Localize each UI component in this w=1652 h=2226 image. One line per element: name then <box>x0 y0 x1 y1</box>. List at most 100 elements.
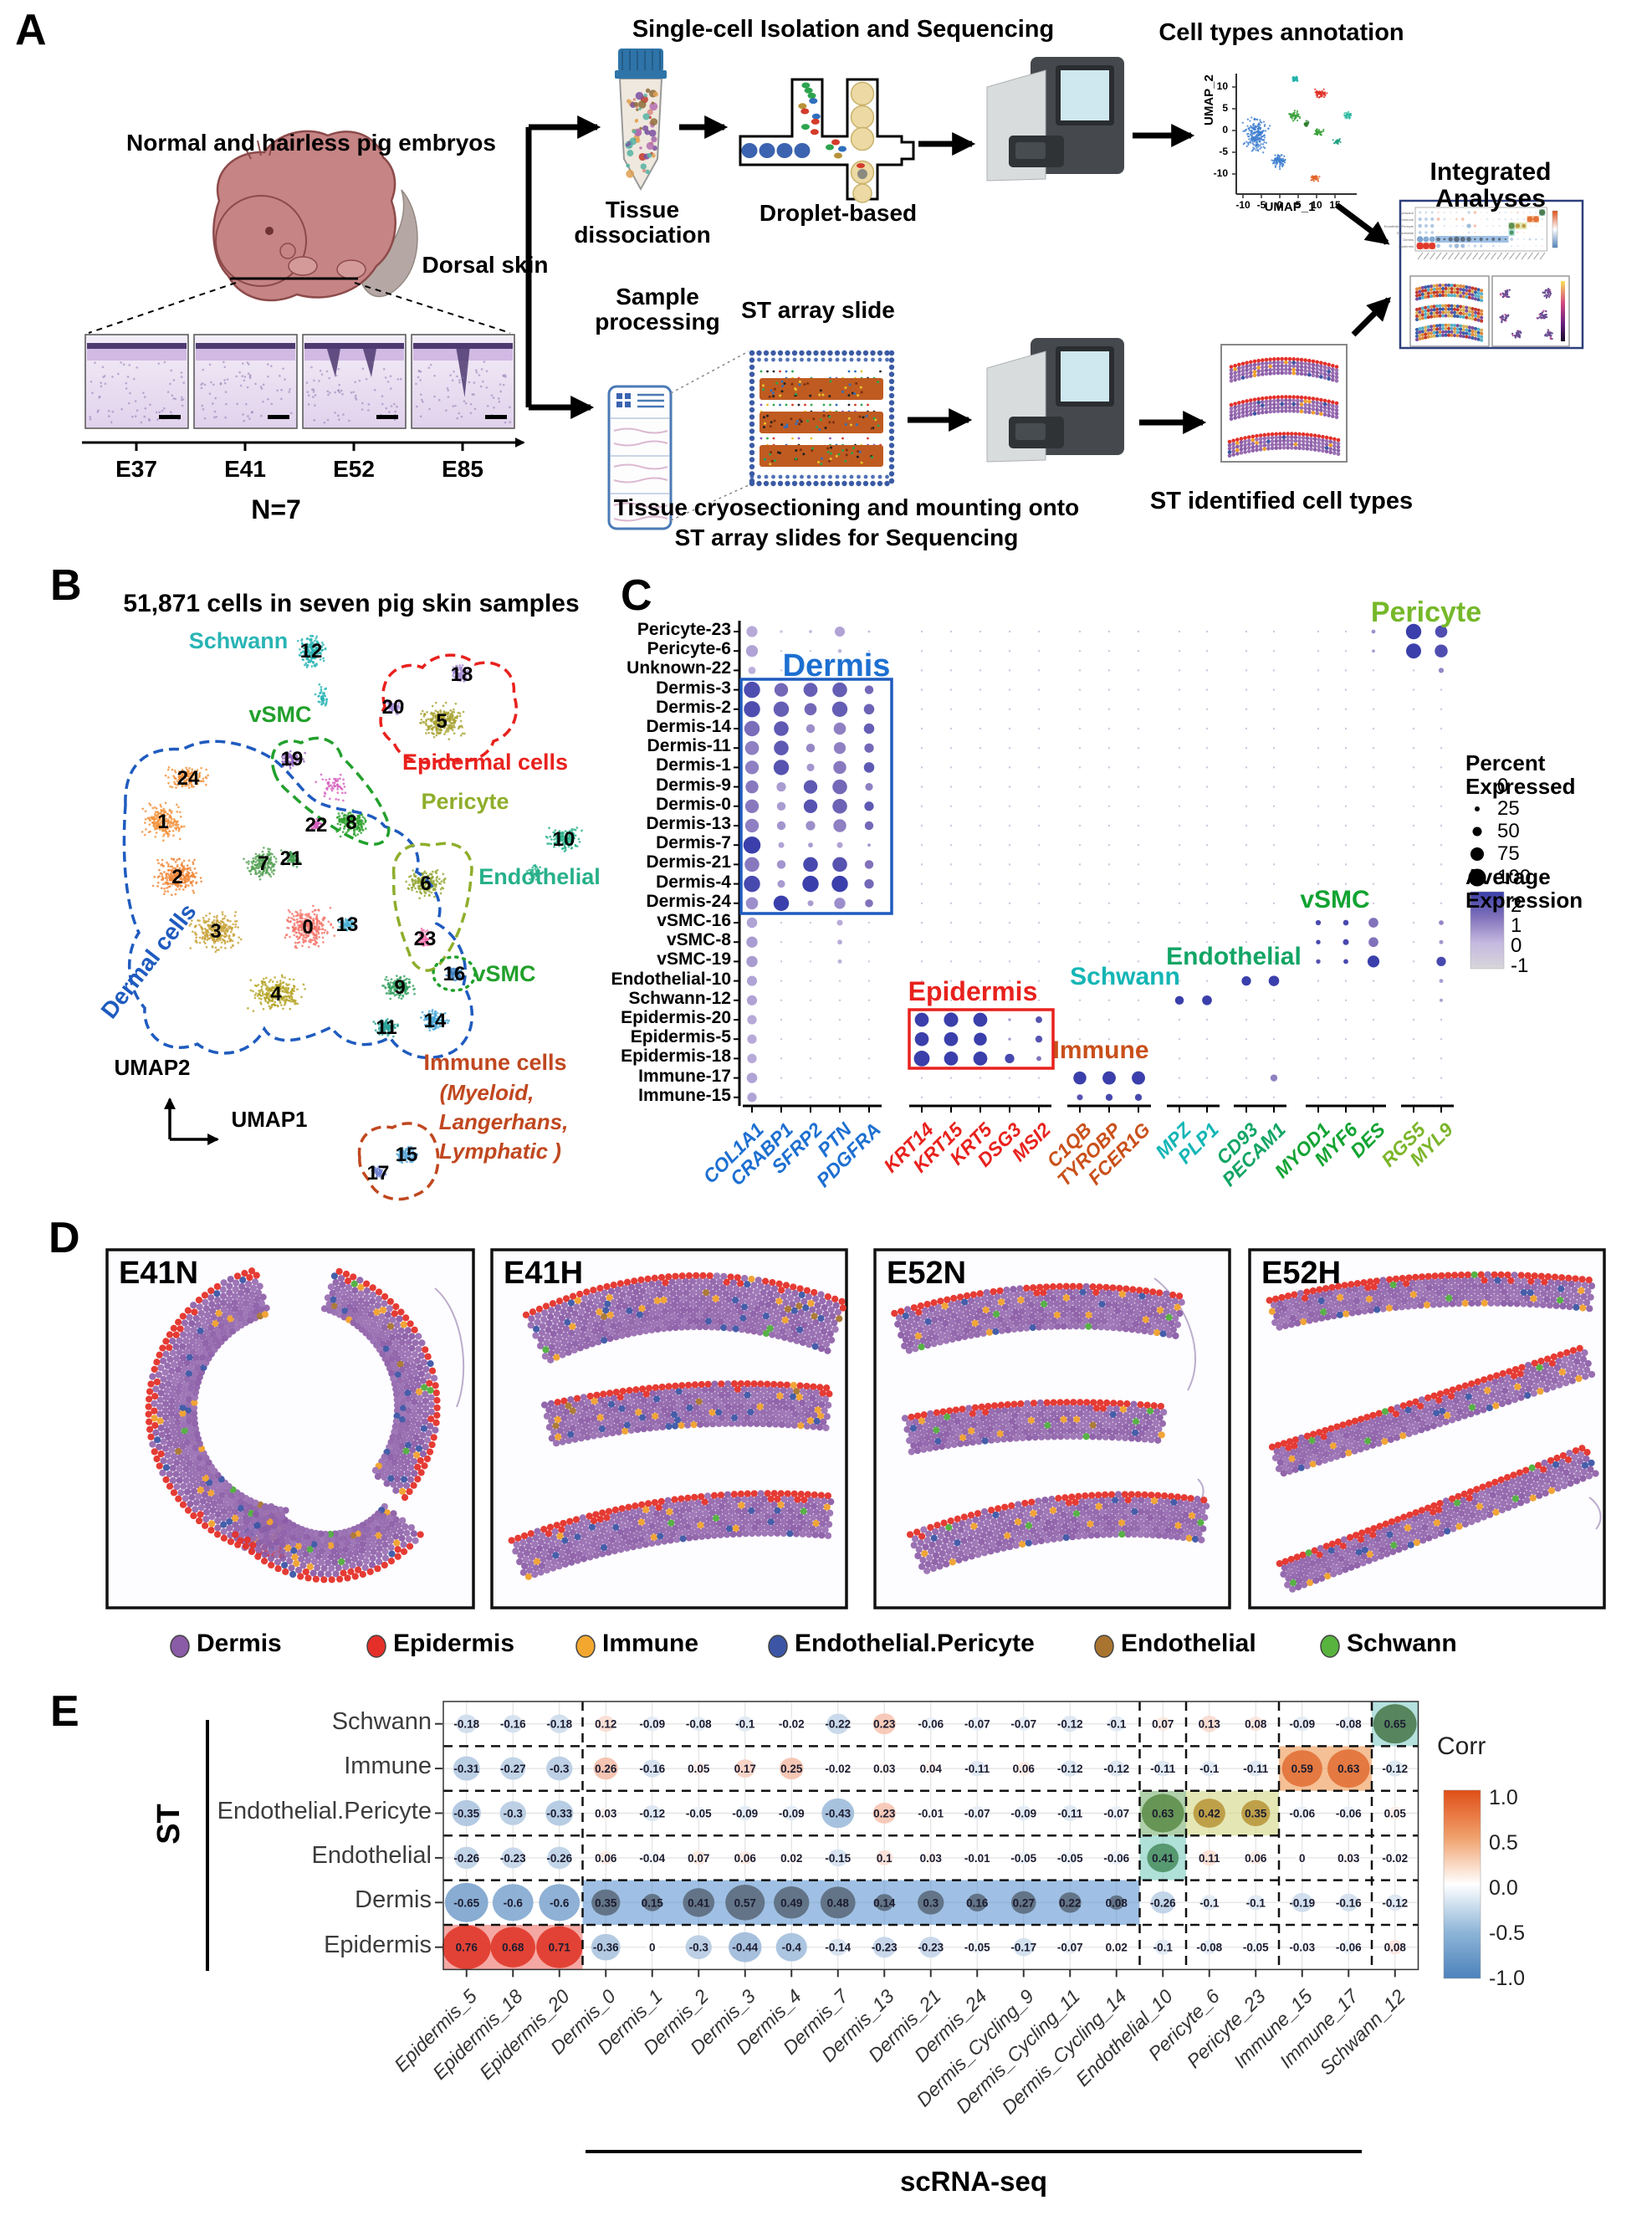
corr-value: -0.6 <box>550 1896 570 1909</box>
dotplot-row-label-Immune-17: Immune-17 <box>638 1066 731 1086</box>
corr-highlight <box>582 1880 1140 1925</box>
pig-forelimb <box>288 256 318 276</box>
corr-value: -0.01 <box>964 1852 990 1865</box>
dorsal-skin-label: Dorsal skin <box>422 252 549 278</box>
dotplot-row-label-Epidermis-20: Epidermis-20 <box>621 1008 731 1027</box>
umap-cluster-15 <box>396 1145 419 1164</box>
avg-expression-title: Average Expression <box>1465 864 1583 913</box>
dotplot-row-label-Dermis-13: Dermis-13 <box>646 814 731 833</box>
panel-a-graphics: Schwann Immune Endothelial.Pericyte Endothe… <box>82 49 1584 530</box>
umap-cluster-number-16: 16 <box>443 963 466 985</box>
panel-a-label: A <box>15 6 47 54</box>
corr-value: -0.11 <box>964 1763 990 1775</box>
corr-value: 0.05 <box>1384 1808 1407 1820</box>
integrated-analyses-box: Schwann Immune Endothelial.Pericyte Endothe… <box>1384 199 1584 350</box>
dotplot-row-label-Dermis-14: Dermis-14 <box>646 717 731 736</box>
corr-value: 0.71 <box>549 1942 571 1954</box>
umap-cluster-12 <box>296 634 327 668</box>
corr-value: -0.05 <box>1057 1852 1083 1865</box>
corr-value: -0.17 <box>1010 1942 1036 1954</box>
umap-cluster-number-4: 4 <box>270 983 282 1006</box>
panel-e-label: E <box>50 1687 79 1736</box>
mini-umap-ytick: -5 <box>1219 146 1228 157</box>
corr-value: -0.26 <box>453 1852 479 1865</box>
droplet-based-label: Droplet-based <box>759 200 918 226</box>
corr-value: 0.08 <box>1245 1718 1267 1731</box>
scrna-seq-label: scRNA-seq <box>899 2166 1048 2197</box>
umap-cluster-22 <box>309 817 323 832</box>
spatial-legend-dot-Schwann <box>1320 1635 1340 1658</box>
pct-legend-tick: 0 <box>1497 775 1509 797</box>
corr-value: 0.06 <box>595 1852 617 1865</box>
sample-processing-label: Sample processing <box>595 284 720 335</box>
umap-cluster-number-24: 24 <box>177 767 200 790</box>
corr-colorbar <box>1443 1789 1481 1979</box>
corr-value: -0.16 <box>1336 1896 1362 1909</box>
corr-value: -0.19 <box>1289 1896 1315 1909</box>
cryosectioning-line1: Tissue cryosectioning and mounting onto <box>613 494 1080 520</box>
corr-value: 0.03 <box>1337 1852 1360 1865</box>
umap-annotation-vsmc: vSMC <box>473 961 536 986</box>
corr-value: 0.76 <box>456 1942 478 1954</box>
umap-outline-0 <box>122 739 474 1060</box>
corr-value: -0.06 <box>1336 1808 1362 1820</box>
umap-cluster-2 <box>151 857 203 897</box>
corr-row-label-Endothelial: Endothelial <box>311 1841 432 1869</box>
corr-row-label-Epidermis: Epidermis <box>324 1931 432 1958</box>
corr-value: -0.23 <box>500 1852 526 1865</box>
umap-cluster-number-15: 15 <box>396 1144 418 1166</box>
corr-value: -0.1 <box>1107 1718 1127 1731</box>
umap-cluster-21 <box>282 851 301 868</box>
dotplot-group-title-immune: Immune <box>1052 1036 1149 1064</box>
corr-value: 0.05 <box>688 1763 710 1775</box>
corr-value: 0.11 <box>1199 1852 1220 1865</box>
corr-row-label-Schwann: Schwann <box>331 1707 432 1735</box>
corr-value: 0.02 <box>1106 1942 1128 1954</box>
umap-cluster-number-7: 7 <box>258 852 269 875</box>
corr-value: 0.23 <box>873 1718 896 1731</box>
corr-value: -0.11 <box>1150 1763 1176 1775</box>
histology-image-E41 <box>193 334 298 429</box>
st-array-slide-label: ST array slide <box>741 297 895 323</box>
umap-cluster-number-22: 22 <box>305 814 328 837</box>
corr-value: -0.14 <box>825 1942 851 1954</box>
umap-cluster-x21 <box>525 864 545 881</box>
droplet-chip-icon <box>739 78 915 203</box>
corr-value: -0.09 <box>1289 1718 1315 1731</box>
scale-bar <box>485 415 507 419</box>
panel-b-title: 51,871 cells in seven pig skin samples <box>123 590 580 617</box>
corr-value: 0.27 <box>1013 1896 1035 1909</box>
spatial-legend-label-Immune: Immune <box>602 1630 699 1657</box>
corr-value: -0.44 <box>732 1942 758 1954</box>
corr-value: 0.65 <box>1384 1718 1407 1731</box>
corr-value: -0.1 <box>1246 1896 1266 1909</box>
corr-value: 0.48 <box>827 1896 850 1909</box>
corr-value: -0.07 <box>964 1718 990 1731</box>
panel-c-label: C <box>621 571 652 620</box>
corr-value: -0.02 <box>825 1763 851 1775</box>
dotplot-row-label-vSMC-8: vSMC-8 <box>666 930 731 950</box>
corr-value: -0.1 <box>735 1718 755 1731</box>
corr-value: -0.04 <box>639 1852 665 1865</box>
corr-value: -0.02 <box>1382 1852 1408 1865</box>
dotplot-row-label-Unknown-22: Unknown-22 <box>627 658 731 678</box>
corr-value: -0.27 <box>500 1763 526 1775</box>
corr-value: 0.3 <box>923 1896 939 1909</box>
corr-value: 0.08 <box>1106 1896 1128 1909</box>
mini-umap-xtick: 10 <box>1311 199 1322 211</box>
corr-value: -0.35 <box>453 1808 479 1820</box>
avg-legend-tick: -1 <box>1511 954 1529 977</box>
avg-legend-tick: 0 <box>1511 934 1522 957</box>
pct-expressed-title: Percent Expressed <box>1465 750 1576 800</box>
dotplot-row-label-Epidermis-5: Epidermis-5 <box>630 1027 731 1047</box>
corr-value: 0.25 <box>780 1763 803 1775</box>
corr-colorbar-tick: -0.5 <box>1489 1922 1526 1945</box>
scale-bar <box>159 415 181 419</box>
corr-value: -0.26 <box>1150 1896 1176 1909</box>
st-identified-label: ST identified cell types <box>1149 488 1414 514</box>
integrated-analyses-label: Integrated Analyses <box>1430 158 1552 213</box>
spatial-legend-label-Dermis: Dermis <box>197 1630 282 1657</box>
umap-cluster-14 <box>420 1009 451 1032</box>
corr-value: 0.06 <box>1013 1763 1036 1775</box>
